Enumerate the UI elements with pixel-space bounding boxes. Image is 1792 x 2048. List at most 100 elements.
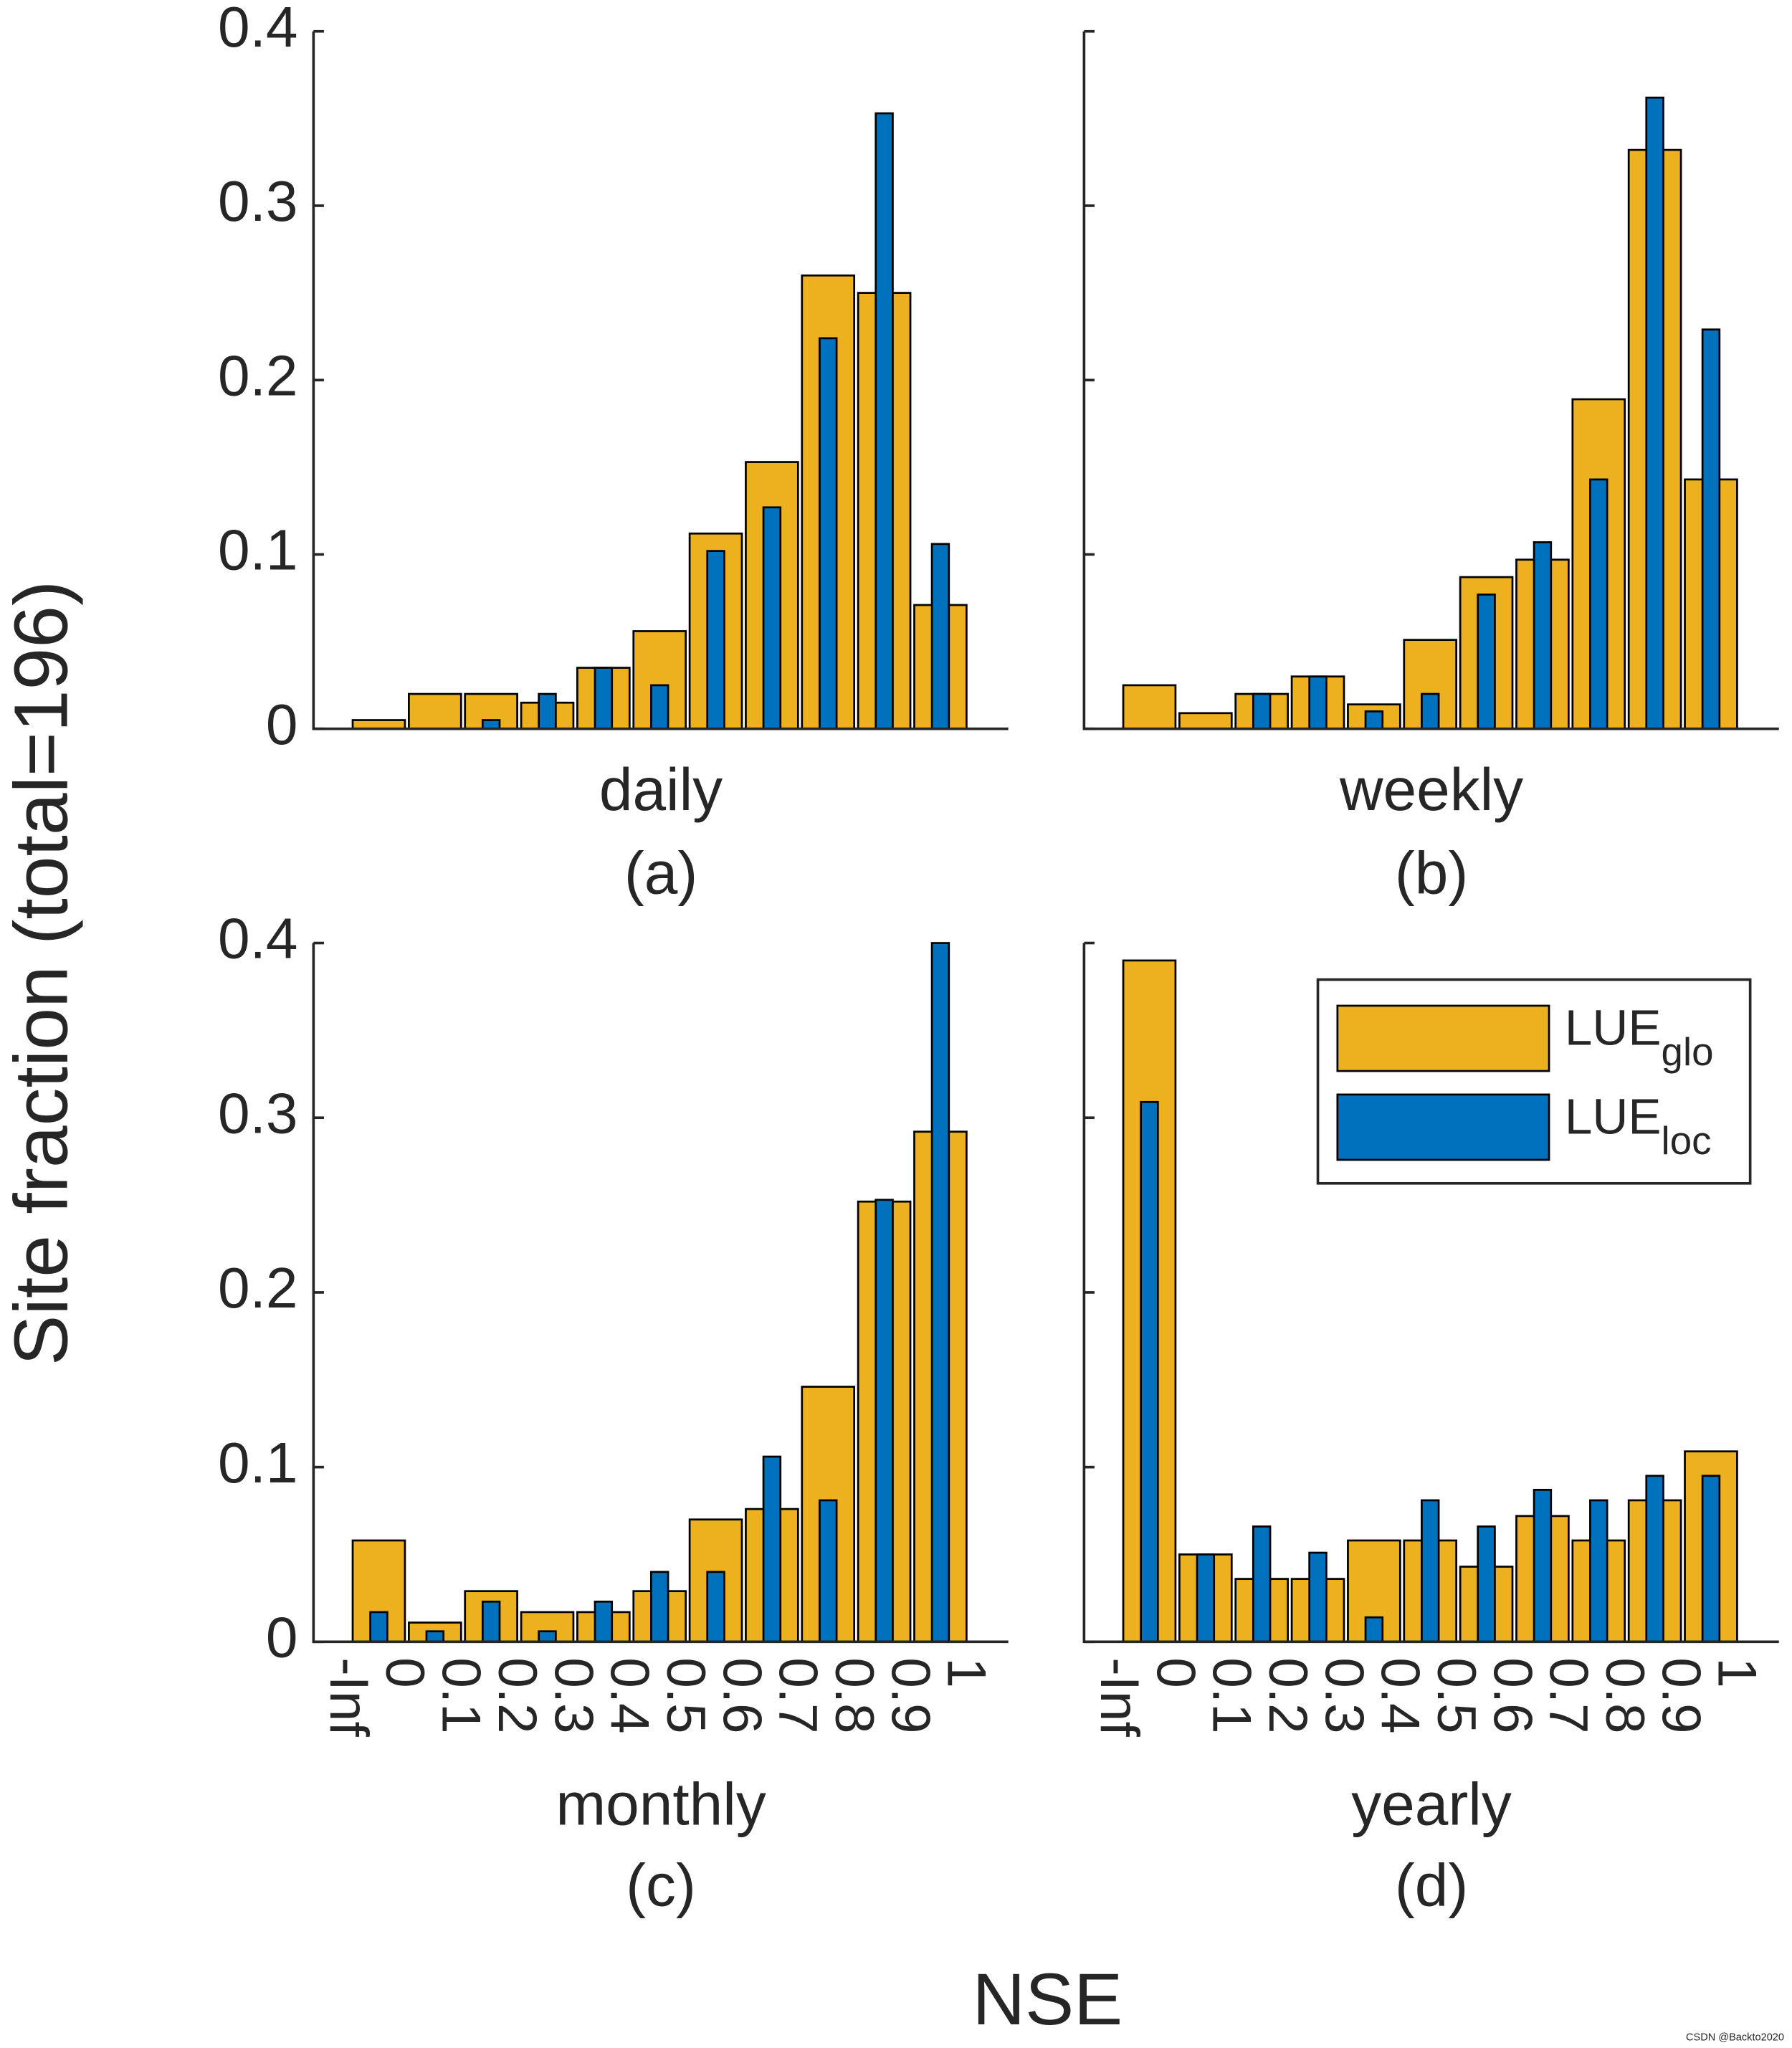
axis xyxy=(1082,943,1779,1644)
y-tick-label: 0 xyxy=(266,692,298,756)
bar xyxy=(594,667,614,730)
bar xyxy=(819,337,838,730)
x-tick-label: 1 xyxy=(936,1657,997,1688)
x-tick-label: 0.7 xyxy=(1538,1657,1599,1733)
x-tick-label: -Inf xyxy=(1089,1657,1150,1737)
bar xyxy=(538,692,557,730)
bar xyxy=(1140,1100,1159,1643)
bar xyxy=(762,1455,782,1643)
bar xyxy=(481,1600,501,1643)
caption: (a) xyxy=(624,839,697,907)
bar xyxy=(1589,478,1608,730)
bar xyxy=(1645,96,1664,730)
bar xyxy=(1308,675,1328,730)
bar xyxy=(1364,1616,1384,1643)
y-tick-label: 0 xyxy=(266,1605,298,1670)
bar xyxy=(538,1630,557,1643)
legend-swatch xyxy=(1336,1004,1550,1072)
bar xyxy=(481,719,501,730)
bar xyxy=(351,719,406,730)
bar xyxy=(649,684,669,730)
bar xyxy=(874,112,894,730)
y-tick-label: 0.1 xyxy=(218,1430,297,1495)
bar xyxy=(706,1571,725,1643)
caption: (c) xyxy=(626,1852,696,1919)
bar xyxy=(706,550,725,730)
bar xyxy=(930,942,950,1643)
y-tick-label: 0.3 xyxy=(218,168,297,233)
legend-subscript: glo xyxy=(1662,1031,1714,1075)
legend-swatch xyxy=(1336,1093,1550,1161)
x-tick-label: 0.8 xyxy=(824,1657,885,1733)
bar xyxy=(408,692,462,730)
bar xyxy=(425,1630,445,1643)
x-tick-label: 0.2 xyxy=(1257,1657,1318,1733)
bar xyxy=(1252,692,1272,730)
y-tick-label: 0.1 xyxy=(218,518,297,582)
bar xyxy=(1196,1553,1216,1643)
x-label: weekly xyxy=(1339,756,1523,823)
bar xyxy=(1308,1551,1328,1643)
bar xyxy=(1533,541,1553,730)
y-tick-label: 0.2 xyxy=(218,1255,297,1320)
x-label: yearly xyxy=(1351,1771,1512,1838)
x-tick-label: 0.2 xyxy=(487,1657,548,1733)
x-tick-label: 0.3 xyxy=(1313,1657,1374,1733)
y-tick-label: 0.4 xyxy=(218,906,297,971)
caption: (d) xyxy=(1395,1852,1468,1919)
bar xyxy=(1178,712,1233,730)
bar xyxy=(930,543,950,730)
bar xyxy=(1701,1475,1721,1643)
x-tick-label: 0.7 xyxy=(768,1657,829,1733)
y-axis-label: Site fraction (total=196) xyxy=(0,581,84,1366)
x-tick-label: 0.9 xyxy=(1650,1657,1711,1733)
bar xyxy=(819,1499,838,1643)
legend-name: LUE xyxy=(1565,1000,1662,1056)
y-tick-label: 0.4 xyxy=(218,0,297,59)
bar xyxy=(1421,692,1440,730)
watermark: CSDN @Backto2020 xyxy=(1686,2032,1784,2043)
x-tick-label: 0 xyxy=(1145,1657,1206,1688)
x-tick-label: 0.1 xyxy=(1201,1657,1262,1733)
x-axis-label: NSE xyxy=(972,1958,1123,2040)
x-label: daily xyxy=(599,756,723,823)
bar xyxy=(1645,1475,1664,1643)
bar xyxy=(1252,1525,1272,1643)
bar xyxy=(1122,684,1177,730)
x-tick-label: 0.5 xyxy=(1426,1657,1487,1733)
x-label: monthly xyxy=(556,1771,766,1838)
bar xyxy=(1589,1499,1608,1643)
axis xyxy=(312,31,1009,730)
x-tick-label: 0.4 xyxy=(599,1657,660,1733)
legend-subscript: loc xyxy=(1662,1120,1712,1163)
caption: (b) xyxy=(1395,839,1468,907)
bar xyxy=(1477,594,1496,730)
x-tick-label: -Inf xyxy=(318,1657,379,1737)
x-tick-label: 0.6 xyxy=(1482,1657,1543,1733)
axis xyxy=(312,943,1009,1644)
bar xyxy=(874,1199,894,1643)
legend-label: LUEglo xyxy=(1565,1000,1714,1075)
x-tick-label: 0.3 xyxy=(543,1657,604,1733)
legend-name: LUE xyxy=(1565,1089,1662,1145)
bar xyxy=(1421,1499,1440,1643)
x-tick-label: 0.9 xyxy=(880,1657,940,1733)
bar xyxy=(649,1571,669,1643)
x-tick-label: 0.6 xyxy=(711,1657,772,1733)
bar xyxy=(1533,1488,1553,1643)
axis xyxy=(1082,31,1779,730)
x-tick-label: 0.4 xyxy=(1370,1657,1431,1733)
x-tick-label: 0.1 xyxy=(431,1657,492,1733)
x-tick-label: 0.8 xyxy=(1594,1657,1655,1733)
x-tick-label: 0 xyxy=(374,1657,435,1688)
bar xyxy=(762,506,782,730)
legend-label: LUEloc xyxy=(1565,1089,1712,1163)
bar xyxy=(1701,328,1721,730)
bar xyxy=(594,1600,614,1643)
x-tick-label: 0.5 xyxy=(655,1657,716,1733)
y-tick-label: 0.3 xyxy=(218,1080,297,1145)
bar xyxy=(369,1611,389,1643)
bar xyxy=(1477,1525,1496,1643)
